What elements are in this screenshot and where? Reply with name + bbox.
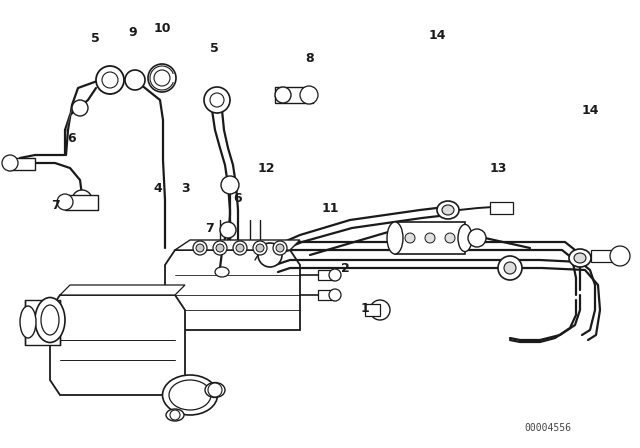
Circle shape bbox=[504, 262, 516, 274]
Circle shape bbox=[276, 244, 284, 252]
Ellipse shape bbox=[41, 305, 59, 335]
Ellipse shape bbox=[574, 253, 586, 263]
Polygon shape bbox=[60, 285, 185, 295]
Text: 7: 7 bbox=[205, 221, 214, 234]
Circle shape bbox=[154, 70, 170, 86]
Ellipse shape bbox=[458, 224, 472, 252]
Circle shape bbox=[370, 300, 390, 320]
Ellipse shape bbox=[163, 375, 218, 415]
Circle shape bbox=[273, 241, 287, 255]
Ellipse shape bbox=[215, 267, 229, 277]
Ellipse shape bbox=[166, 409, 184, 421]
Polygon shape bbox=[50, 295, 185, 395]
Text: 6: 6 bbox=[234, 191, 243, 204]
Circle shape bbox=[193, 241, 207, 255]
Circle shape bbox=[196, 244, 204, 252]
Text: 13: 13 bbox=[490, 161, 507, 175]
Text: 3: 3 bbox=[180, 181, 189, 194]
Bar bbox=[318, 290, 335, 300]
Bar bbox=[275, 87, 313, 103]
Ellipse shape bbox=[35, 297, 65, 343]
Polygon shape bbox=[165, 250, 300, 330]
Text: 12: 12 bbox=[257, 161, 275, 175]
Ellipse shape bbox=[569, 249, 591, 267]
Text: 14: 14 bbox=[581, 103, 599, 116]
Text: 00004556: 00004556 bbox=[525, 423, 572, 433]
Text: 5: 5 bbox=[91, 31, 99, 44]
Circle shape bbox=[170, 410, 180, 420]
Circle shape bbox=[148, 64, 176, 92]
Circle shape bbox=[329, 289, 341, 301]
Circle shape bbox=[72, 190, 92, 210]
Bar bbox=[318, 270, 335, 280]
Ellipse shape bbox=[437, 201, 459, 219]
Ellipse shape bbox=[20, 306, 36, 338]
Circle shape bbox=[300, 86, 318, 104]
Text: 10: 10 bbox=[153, 22, 171, 34]
Circle shape bbox=[210, 93, 224, 107]
Circle shape bbox=[610, 246, 630, 266]
Text: 4: 4 bbox=[154, 181, 163, 194]
Ellipse shape bbox=[387, 222, 403, 254]
Text: 9: 9 bbox=[129, 26, 138, 39]
Circle shape bbox=[204, 87, 230, 113]
Bar bbox=[395, 222, 465, 254]
Circle shape bbox=[258, 243, 282, 267]
Circle shape bbox=[468, 229, 486, 247]
Text: 5: 5 bbox=[210, 42, 218, 55]
Text: 2: 2 bbox=[340, 262, 349, 275]
Circle shape bbox=[236, 244, 244, 252]
Circle shape bbox=[233, 241, 247, 255]
Bar bbox=[365, 304, 380, 316]
Circle shape bbox=[220, 222, 236, 238]
Text: 7: 7 bbox=[51, 198, 60, 211]
Text: 6: 6 bbox=[68, 132, 76, 145]
Bar bbox=[8, 158, 35, 170]
Circle shape bbox=[256, 244, 264, 252]
Circle shape bbox=[253, 241, 267, 255]
Circle shape bbox=[216, 244, 224, 252]
Text: 1: 1 bbox=[360, 302, 369, 314]
Circle shape bbox=[213, 241, 227, 255]
Bar bbox=[591, 250, 618, 262]
Ellipse shape bbox=[275, 87, 291, 103]
Circle shape bbox=[208, 383, 222, 397]
Circle shape bbox=[2, 155, 18, 171]
Circle shape bbox=[125, 70, 145, 90]
Circle shape bbox=[445, 233, 455, 243]
Ellipse shape bbox=[442, 205, 454, 215]
Ellipse shape bbox=[205, 383, 225, 397]
Circle shape bbox=[102, 72, 118, 88]
Circle shape bbox=[498, 256, 522, 280]
Text: 11: 11 bbox=[321, 202, 339, 215]
Text: 8: 8 bbox=[306, 52, 314, 65]
Circle shape bbox=[329, 269, 341, 281]
Bar bbox=[25, 300, 60, 345]
Polygon shape bbox=[175, 240, 300, 250]
Circle shape bbox=[425, 233, 435, 243]
Circle shape bbox=[405, 233, 415, 243]
Bar bbox=[65, 195, 98, 210]
Text: 14: 14 bbox=[428, 29, 445, 42]
Bar bbox=[490, 202, 513, 214]
Ellipse shape bbox=[169, 380, 211, 410]
Circle shape bbox=[96, 66, 124, 94]
Circle shape bbox=[57, 194, 73, 210]
Circle shape bbox=[72, 100, 88, 116]
Circle shape bbox=[221, 176, 239, 194]
